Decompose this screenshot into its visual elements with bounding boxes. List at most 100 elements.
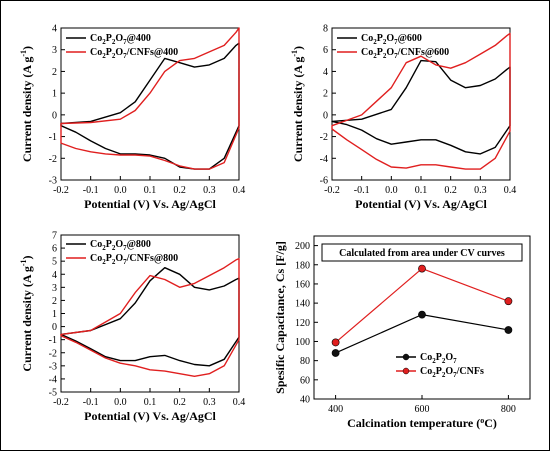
y-tick-label: 100 bbox=[295, 337, 310, 348]
data-point bbox=[504, 297, 513, 306]
x-tick-label: 800 bbox=[501, 404, 516, 415]
x-tick-label: 0.1 bbox=[144, 397, 157, 408]
x-tick-label: 0.2 bbox=[173, 397, 186, 408]
x-tick-label: 0.2 bbox=[173, 185, 186, 196]
y-tick-label: 6 bbox=[52, 244, 57, 255]
x-axis-label: Potential (V) Vs. Ag/AgCl bbox=[84, 197, 216, 211]
legend-label: Co2P2O7/CNFs bbox=[420, 366, 484, 379]
y-tick-label: 3 bbox=[52, 45, 57, 56]
y-axis-label: Current density (A g-1) bbox=[290, 46, 305, 162]
x-tick-label: 0.2 bbox=[444, 185, 457, 196]
y-tick-label: -3 bbox=[49, 361, 57, 372]
data-point bbox=[504, 326, 513, 334]
x-axis-label: Potential (V) Vs. Ag/AgCl bbox=[84, 409, 216, 423]
legend-marker bbox=[402, 353, 410, 361]
y-tick-label: 2 bbox=[52, 67, 57, 78]
y-tick-label: 5 bbox=[52, 257, 57, 268]
legend-entry: Co2P2O7/CNFs@800 bbox=[66, 253, 178, 266]
legend-entry: Co2P2O7@400 bbox=[66, 33, 151, 46]
legend-entry: Co2P2O7@800 bbox=[66, 239, 151, 252]
y-tick-label: 2 bbox=[52, 296, 57, 307]
data-point bbox=[418, 310, 426, 319]
x-tick-label: 0.1 bbox=[415, 185, 428, 196]
x-tick-label: -0.2 bbox=[53, 185, 69, 196]
x-tick-label: 0.3 bbox=[203, 397, 216, 408]
series-line bbox=[335, 267, 509, 343]
y-axis-label: Current density (A g-1) bbox=[19, 255, 34, 371]
legend-label: Co2P2O7@600 bbox=[361, 33, 422, 46]
legend-label: Co2P2O7@800 bbox=[90, 239, 151, 252]
data-point bbox=[331, 338, 340, 347]
y-tick-label: -5 bbox=[49, 388, 57, 399]
y-tick-label: 6 bbox=[323, 45, 328, 56]
series-line bbox=[60, 27, 240, 170]
y-tick-label: 40 bbox=[300, 395, 310, 406]
x-tick-label: -0.2 bbox=[324, 185, 340, 196]
chart-panel-cv-400: -0.2 -0.1 0.0 0.1 0.2 0.3 0.4 -3 -2 -1 0 1 2 3 4 Potent… bbox=[19, 24, 245, 212]
y-tick-label: 160 bbox=[295, 279, 310, 290]
y-axis-label: Spesific Capacitance, Cs [F/g] bbox=[273, 241, 287, 394]
legend-entry: Co2P2O7/CNFs bbox=[396, 366, 484, 379]
legend-entry: Co2P2O7/CNFs@600 bbox=[337, 47, 449, 60]
x-tick-label: -0.1 bbox=[83, 185, 99, 196]
y-tick-label: 8 bbox=[323, 24, 328, 35]
y-tick-label: -4 bbox=[49, 374, 57, 385]
y-tick-label: 4 bbox=[52, 270, 57, 281]
x-tick-label: 600 bbox=[415, 404, 430, 415]
y-tick-label: 0 bbox=[323, 110, 328, 121]
legend-label: Co2P2O7/CNFs@800 bbox=[90, 253, 178, 266]
x-axis-label: Calcination temperature (oC) bbox=[347, 416, 497, 430]
x-tick-label: -0.2 bbox=[53, 397, 69, 408]
series-line bbox=[60, 267, 240, 367]
legend-entry: Co2P2O7 bbox=[396, 352, 457, 365]
y-tick-label: 7 bbox=[52, 231, 57, 242]
y-tick-label: -3 bbox=[49, 176, 57, 187]
x-tick-label: 0.4 bbox=[233, 397, 246, 408]
y-tick-label: 1 bbox=[52, 309, 57, 320]
y-tick-label: 1 bbox=[52, 89, 57, 100]
legend-label: Co2P2O7/CNFs@600 bbox=[361, 47, 449, 60]
y-tick-label: 4 bbox=[52, 24, 57, 35]
series-line bbox=[331, 32, 511, 170]
legend-label: Co2P2O7 bbox=[420, 352, 457, 365]
y-tick-label: -1 bbox=[49, 335, 57, 346]
y-tick-label: -6 bbox=[320, 176, 328, 187]
x-tick-label: 0.1 bbox=[144, 185, 157, 196]
chart-title: Calculated from area under CV curves bbox=[339, 248, 505, 259]
legend-label: Co2P2O7@400 bbox=[90, 33, 151, 46]
y-tick-label: -1 bbox=[49, 132, 57, 143]
x-tick-label: 0.0 bbox=[385, 185, 398, 196]
y-tick-label: 80 bbox=[300, 356, 310, 367]
y-tick-label: 0 bbox=[52, 322, 57, 333]
y-tick-label: 140 bbox=[295, 299, 310, 310]
x-axis-label: Potential (V) Vs. Ag/AgCl bbox=[355, 197, 487, 211]
y-tick-label: 4 bbox=[323, 67, 328, 78]
x-tick-label: 0.3 bbox=[474, 185, 487, 196]
chart-panel-cv-600: -0.2 -0.1 0.0 0.1 0.2 0.3 0.4 -6 -4 -2 0 2 4 6 8 Potent… bbox=[290, 24, 516, 212]
y-tick-label: 120 bbox=[295, 318, 310, 329]
x-tick-label: 0.0 bbox=[114, 397, 127, 408]
chart-panel-cv-800: -0.2 -0.1 0.0 0.1 0.2 0.3 0.4 -5 -4 -3 -2 -1 0 1 2 3 4 5 6… bbox=[19, 231, 245, 424]
series-line bbox=[331, 59, 511, 155]
data-point bbox=[331, 349, 340, 357]
x-tick-label: 0.4 bbox=[233, 185, 246, 196]
x-tick-label: -0.1 bbox=[83, 397, 99, 408]
x-tick-label: 0.0 bbox=[114, 185, 127, 196]
x-tick-label: 400 bbox=[328, 404, 343, 415]
y-tick-label: 60 bbox=[300, 375, 310, 386]
chart-title-box bbox=[321, 243, 523, 262]
chart-panel-capacitance: 400 600 800 40 60 80 100 120 140 160 180 200 Calcina… bbox=[273, 235, 531, 430]
legend-marker bbox=[402, 367, 410, 375]
legend-entry: Co2P2O7@600 bbox=[337, 33, 422, 46]
y-tick-label: -2 bbox=[49, 154, 57, 165]
y-tick-label: -2 bbox=[49, 348, 57, 359]
y-tick-label: 0 bbox=[52, 110, 57, 121]
y-tick-label: 200 bbox=[295, 241, 310, 252]
y-tick-label: -4 bbox=[320, 154, 328, 165]
y-axis-label: Current density (A g-1) bbox=[19, 46, 34, 162]
data-point bbox=[418, 264, 426, 273]
series-line bbox=[60, 257, 240, 377]
x-tick-label: -0.1 bbox=[354, 185, 370, 196]
